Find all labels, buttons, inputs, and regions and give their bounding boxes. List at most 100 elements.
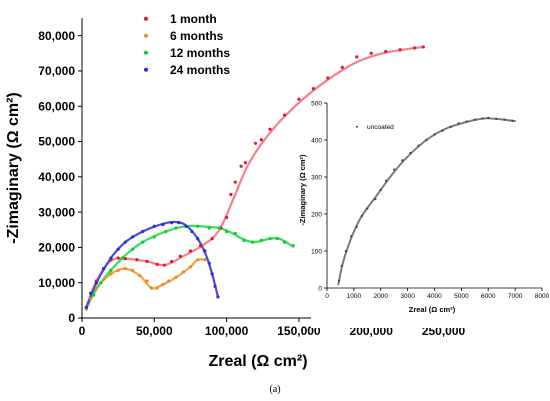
legend-marker-24-months — [144, 67, 148, 72]
main-data-point-24-months — [161, 222, 165, 227]
inset-data-point-uncoated — [495, 117, 498, 121]
main-x-axis-title: Zreal (Ω cm²) — [208, 353, 307, 370]
main-data-point-12-months — [225, 229, 229, 234]
inset-data-point-uncoated — [457, 122, 460, 125]
main-data-point-1-month — [210, 236, 214, 241]
main-data-point-1-month — [178, 254, 182, 258]
main-data-point-6-months — [123, 266, 127, 271]
main-data-point-24-months — [190, 229, 194, 234]
inset-y-axis-title: -Zimaginary (Ω cm²) — [298, 154, 307, 226]
inset-y-tick-label: 200 — [311, 211, 322, 218]
main-data-point-1-month — [123, 257, 127, 261]
inset-points — [337, 116, 514, 282]
main-data-point-12-months — [91, 293, 96, 297]
main-data-point-1-month — [155, 262, 159, 266]
main-data-point-12-months — [251, 240, 255, 244]
main-data-point-12-months — [120, 256, 125, 260]
inset-x-tick-label: 1000 — [347, 293, 362, 300]
main-data-point-12-months — [141, 240, 145, 244]
main-data-point-6-months — [131, 268, 135, 272]
inset-x-tick-label: 6000 — [481, 293, 496, 300]
main-y-tick-label: 20,000 — [38, 241, 75, 255]
legend-marker-6-months — [144, 33, 148, 38]
inset-data-point-uncoated — [385, 179, 388, 182]
main-data-point-6-months — [138, 274, 142, 278]
main-y-tick-label: 30,000 — [38, 205, 75, 219]
inset-data-point-uncoated — [425, 138, 428, 142]
main-data-point-12-months — [282, 240, 287, 244]
main-x-tick-label: 50,000 — [136, 324, 173, 338]
main-data-point-24-months — [213, 284, 217, 288]
main-data-point-12-months — [131, 247, 135, 251]
legend-label-uncoated: uncoated — [367, 124, 394, 131]
inset-data-point-uncoated — [441, 129, 444, 132]
legend-label-12-months: 12 months — [170, 46, 230, 60]
inset-data-point-uncoated — [487, 116, 490, 119]
legend-label-1-month: 1 month — [170, 12, 217, 26]
main-data-point-24-months — [210, 272, 214, 276]
inset-data-point-uncoated — [366, 207, 369, 210]
inset-x-tick-label: 8000 — [535, 293, 550, 300]
inset-ticks: 0 1000 2000 3000 4000 5000 6000 7000 8000 0 100 200… — [311, 100, 549, 300]
main-data-point-6-months — [167, 279, 171, 283]
main-data-point-1-month — [413, 46, 417, 50]
main-data-point-1-month — [233, 180, 237, 184]
main-data-point-12-months — [174, 226, 178, 230]
main-data-point-6-months — [145, 279, 149, 283]
main-data-point-6-months — [161, 282, 165, 287]
main-data-point-1-month — [188, 249, 193, 253]
legend-label-24-months: 24 months — [170, 63, 230, 77]
main-data-point-6-months — [188, 265, 193, 269]
main-data-point-24-months — [94, 281, 99, 285]
main-data-point-24-months — [123, 240, 127, 244]
main-data-point-24-months — [89, 291, 93, 295]
main-data-point-12-months — [259, 238, 263, 242]
main-data-point-1-month — [229, 192, 233, 197]
main-data-point-1-month — [398, 48, 402, 52]
main-data-point-24-months — [170, 221, 174, 225]
main-data-point-12-months — [207, 226, 211, 230]
inset-x-tick-label: 3000 — [400, 293, 415, 300]
inset-x-tick-label: 2000 — [374, 293, 389, 300]
inset-data-point-uncoated — [481, 117, 484, 120]
inset-data-point-uncoated — [465, 120, 468, 123]
inset-data-point-uncoated — [417, 144, 420, 147]
main-data-point-1-month — [116, 256, 120, 260]
main-data-point-6-months — [149, 286, 154, 290]
legend-label-6-months: 6 months — [170, 29, 224, 43]
inset-x-tick-label: 7000 — [508, 293, 523, 300]
inset-y-tick-label: 300 — [311, 174, 322, 181]
legend-marker-12-months — [144, 50, 148, 55]
main-data-point-24-months — [109, 256, 113, 260]
main-y-tick-label: 40,000 — [38, 170, 75, 184]
inset-data-point-uncoated — [503, 118, 506, 121]
inset-y-tick-label: 0 — [318, 285, 322, 292]
main-data-point-24-months — [184, 224, 188, 228]
main-data-point-1-month — [162, 263, 167, 267]
inset-data-point-uncoated — [379, 188, 382, 192]
main-data-point-6-months — [94, 286, 99, 290]
main-data-point-1-month — [135, 258, 139, 262]
main-data-point-1-month — [340, 65, 344, 70]
main-data-point-1-month — [170, 259, 174, 264]
legend-marker-uncoated — [356, 125, 358, 128]
main-data-point-1-month — [239, 164, 243, 168]
main-data-point-24-months — [177, 221, 181, 225]
main-data-point-6-months — [203, 258, 207, 262]
main-data-point-6-months — [155, 286, 159, 290]
main-x-tick-label: 0 — [79, 324, 86, 338]
main-y-tick-label: 0 — [68, 311, 75, 325]
main-y-tick-label: 10,000 — [38, 276, 75, 290]
main-data-point-12-months — [242, 238, 246, 242]
main-data-point-12-months — [164, 229, 168, 234]
main-x-tick-label: 100,000 — [205, 324, 249, 338]
inset-data-point-uncoated — [473, 118, 476, 121]
main-data-point-1-month — [243, 161, 248, 165]
inset-x-tick-label: 5000 — [454, 293, 469, 300]
main-data-point-1-month — [369, 51, 373, 55]
main-data-point-24-months — [141, 229, 145, 234]
legend-marker-1-month — [144, 16, 148, 21]
main-data-point-1-month — [384, 49, 388, 54]
main-data-point-1-month — [311, 86, 315, 91]
